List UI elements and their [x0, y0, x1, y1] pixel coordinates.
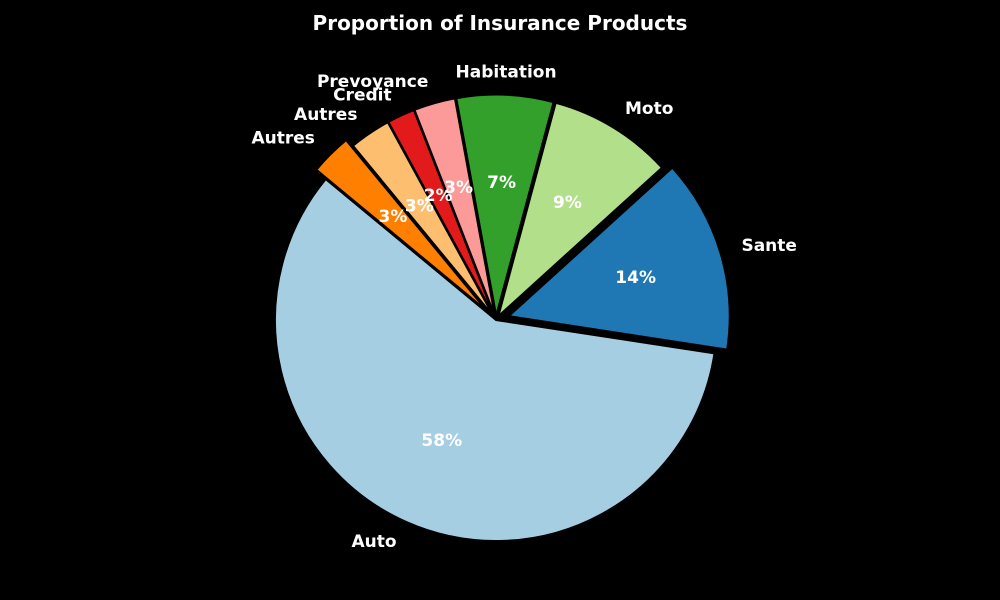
pct-label-6: 3% — [405, 196, 434, 216]
pct-label-7: 3% — [379, 207, 408, 227]
pie-slice-6 — [351, 120, 495, 317]
pct-label-3: 7% — [487, 173, 516, 193]
pct-label-1: 14% — [615, 268, 656, 288]
pie-slice-7 — [314, 138, 488, 312]
slice-label-2: Moto — [625, 99, 673, 119]
slice-label-4: Prevoyance — [317, 72, 428, 92]
slice-label-6: Autres — [294, 105, 357, 125]
slice-label-0: Auto — [351, 532, 396, 552]
slice-label-7: Autres — [251, 129, 314, 149]
slice-label-1: Sante — [741, 236, 796, 256]
pie-slice-0 — [274, 177, 716, 542]
slices-layer — [274, 93, 731, 542]
pie-slice-2 — [496, 101, 664, 320]
pct-label-2: 9% — [553, 193, 582, 213]
slice-label-3: Habitation — [456, 63, 557, 83]
pie-slice-3 — [455, 93, 555, 316]
chart-title: Proportion of Insurance Products — [313, 11, 688, 35]
labels-layer: 58% Auto 14% Sante 9% Moto 7% Habitation 3% Prevo… — [251, 63, 796, 552]
pct-label-0: 58% — [421, 431, 462, 451]
pie-slice-1 — [506, 166, 731, 351]
pct-label-5: 2% — [424, 186, 453, 206]
slice-label-5: Credit — [333, 86, 392, 106]
pct-label-4: 3% — [444, 178, 473, 198]
